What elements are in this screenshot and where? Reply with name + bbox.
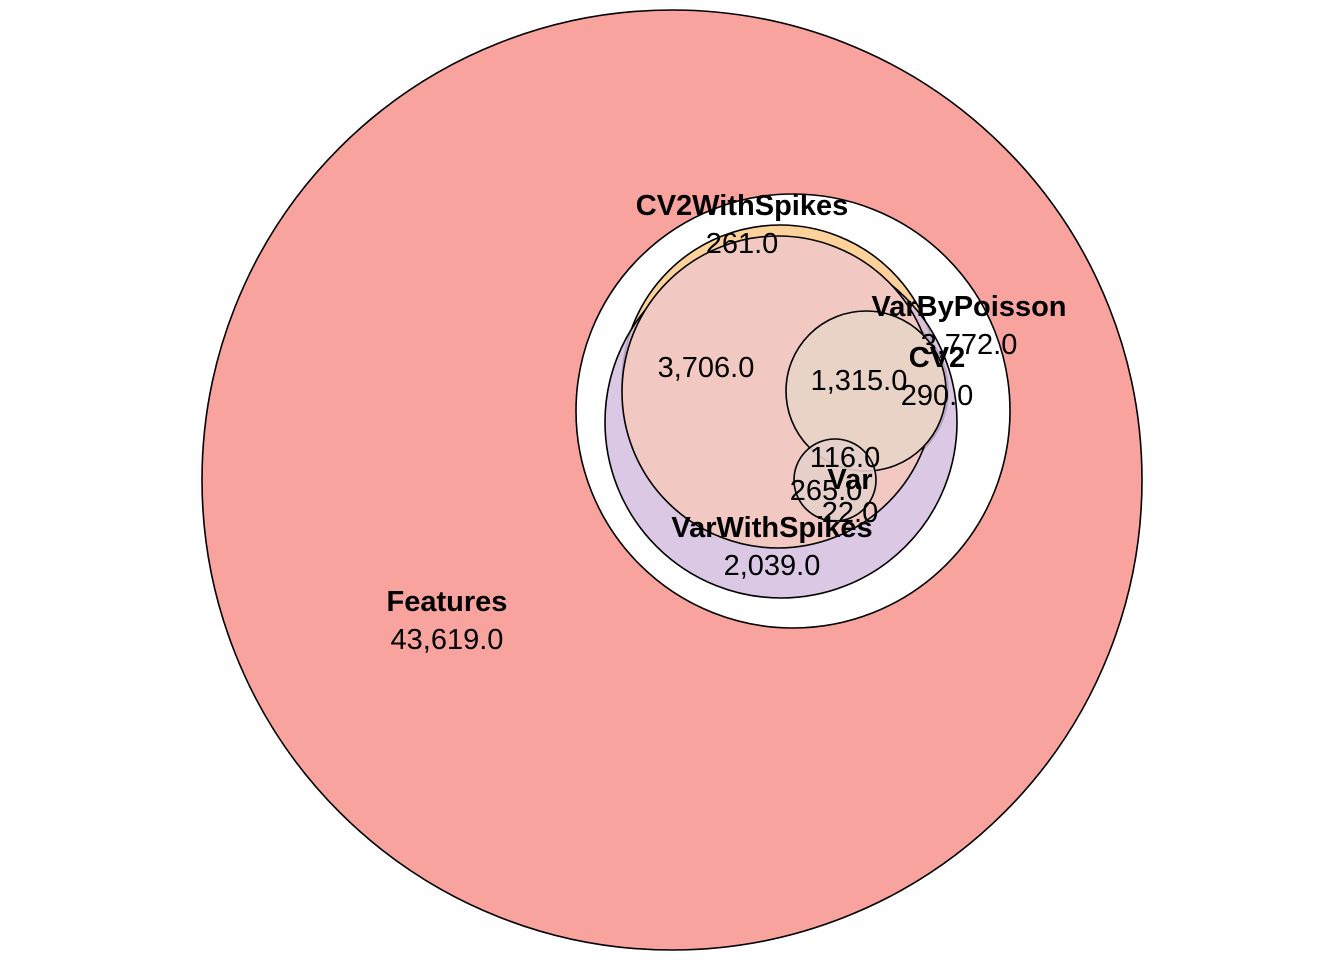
count-cv2withspikes-varwithspikes: 3,706.0 [658, 352, 755, 384]
count-varbypoisson-only: 3,772.0 [921, 329, 1018, 361]
count-var-cv2-overlap: 116.0 [810, 442, 880, 474]
count-varwithspikes-only: 2,039.0 [724, 550, 821, 582]
count-cv2withspikes-only: 261.0 [706, 228, 779, 260]
label-cv2withspikes: CV2WithSpikes [636, 190, 848, 222]
region-var-overlap [793, 438, 877, 522]
count-var-overlap: 265.0 [790, 475, 863, 507]
label-features: Features [387, 586, 508, 618]
label-cv2: CV2 [909, 342, 965, 374]
count-cv2-only: 290.0 [901, 380, 974, 412]
count-cv2-overlap: 1,315.0 [811, 365, 908, 397]
label-varbypoisson: VarByPoisson [871, 291, 1066, 323]
count-var-only: 22.0 [822, 497, 878, 529]
count-features-only: 43,619.0 [391, 624, 504, 656]
label-var: Var [827, 464, 872, 496]
label-varwithspikes: VarWithSpikes [671, 512, 872, 544]
